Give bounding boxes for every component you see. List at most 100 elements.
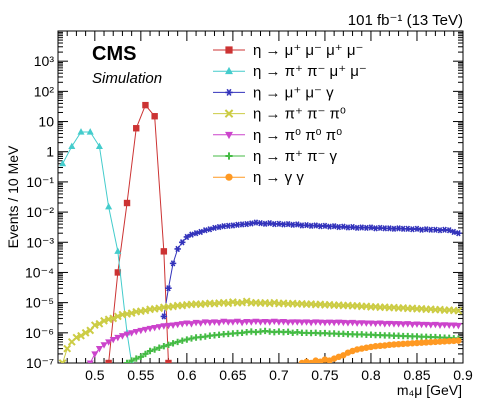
y-tick-label: 10² <box>34 83 55 99</box>
data-point <box>123 359 131 363</box>
legend-label: η → γ γ <box>253 169 304 186</box>
y-tick-label: 10⁻¹ <box>26 174 54 190</box>
data-point <box>316 319 324 327</box>
data-point <box>340 223 347 230</box>
data-point <box>436 338 444 345</box>
luminosity-label: 101 fb⁻¹ (13 TeV) <box>348 12 463 29</box>
data-point <box>169 340 177 347</box>
legend-label: η → π⁺ π⁻ π⁰ <box>253 106 346 123</box>
data-point <box>197 320 205 327</box>
data-point <box>409 340 416 347</box>
data-point <box>105 359 112 363</box>
x-tick-label: 0.55 <box>127 367 154 383</box>
series-5 <box>123 327 462 363</box>
series-4 <box>86 318 462 363</box>
legend-entry: η → π⁺ π⁻ γ <box>213 148 338 165</box>
data-point <box>284 319 292 327</box>
data-point <box>344 320 352 327</box>
data-point <box>105 339 113 346</box>
data-point <box>386 341 393 349</box>
x-tick-label: 0.8 <box>361 367 381 383</box>
x-tick-label: 0.5 <box>85 367 105 383</box>
data-point <box>445 322 453 329</box>
data-point <box>169 260 177 267</box>
data-point <box>413 225 421 232</box>
data-point <box>293 319 301 326</box>
data-point <box>261 319 269 326</box>
data-point <box>146 325 154 333</box>
data-point <box>160 343 168 350</box>
data-point <box>160 313 168 320</box>
data-point <box>256 319 265 326</box>
x-tick-label: 0.9 <box>453 367 473 383</box>
experiment-label: CMS <box>92 43 136 65</box>
data-point <box>247 319 255 326</box>
legend-entry: η → μ⁺ μ⁻ γ <box>213 84 334 101</box>
data-point <box>275 319 283 326</box>
tick-labels: 0.5 0.55 0.6 0.65 0.7 0.75 0.8 0.85 0.9 10⁻⁷ 10⁻⁶ 1… <box>25 53 473 383</box>
data-point <box>224 319 232 326</box>
data-point <box>151 346 158 353</box>
data-point <box>165 285 172 292</box>
data-point <box>146 347 154 355</box>
data-point <box>151 113 158 120</box>
data-point <box>225 173 233 181</box>
data-point <box>404 340 411 347</box>
data-point <box>63 344 72 353</box>
data-point <box>445 337 453 345</box>
data-point <box>160 248 168 255</box>
data-point <box>441 338 448 345</box>
legend-label: η → π⁰ π⁰ π⁰ <box>253 127 342 144</box>
x-tick-label: 0.7 <box>269 367 289 383</box>
data-point <box>390 341 398 348</box>
data-point <box>225 46 233 54</box>
y-tick-label: 10⁻⁶ <box>25 325 54 341</box>
data-point <box>427 338 434 346</box>
data-point <box>367 320 375 327</box>
data-point <box>418 339 425 346</box>
data-point <box>229 319 237 326</box>
data-point <box>188 231 195 238</box>
data-point <box>137 327 145 335</box>
data-point <box>372 320 380 328</box>
x-tick-label: 0.75 <box>311 367 338 383</box>
data-point <box>225 66 233 75</box>
data-point <box>151 324 159 332</box>
data-point <box>381 321 389 328</box>
data-point <box>174 245 181 253</box>
series-layer <box>58 101 463 363</box>
data-point <box>321 319 329 327</box>
data-point <box>133 355 140 362</box>
data-point <box>441 322 449 329</box>
data-point <box>164 322 172 330</box>
data-point <box>109 336 117 344</box>
data-point <box>142 101 149 109</box>
data-point <box>95 346 103 353</box>
legend-entry: η → π⁰ π⁰ π⁰ <box>213 127 342 144</box>
data-point <box>298 319 306 327</box>
data-point <box>178 321 186 328</box>
data-point <box>395 321 403 328</box>
data-point <box>395 340 402 348</box>
data-point <box>105 202 113 210</box>
data-point <box>427 322 435 329</box>
data-point <box>326 319 334 327</box>
data-point <box>141 326 149 334</box>
legend: η → μ⁺ μ⁻ μ⁺ μ⁻ η → π⁺ π⁻ μ⁺ μ⁻ η → μ⁺ μ⁻ … <box>213 42 367 186</box>
data-point <box>156 344 163 351</box>
series-1 <box>59 128 134 363</box>
data-point <box>211 224 218 232</box>
data-point <box>123 331 131 339</box>
data-point <box>179 239 186 246</box>
data-point <box>248 220 255 227</box>
data-point <box>183 336 191 343</box>
y-tick-label: 10⁻⁴ <box>25 264 54 280</box>
data-point <box>215 319 223 327</box>
data-point <box>418 321 426 329</box>
legend-entry: η → γ γ <box>213 169 304 186</box>
data-point <box>330 319 338 327</box>
data-point <box>128 357 135 363</box>
data-point <box>399 340 407 348</box>
status-label: Simulation <box>92 70 162 87</box>
